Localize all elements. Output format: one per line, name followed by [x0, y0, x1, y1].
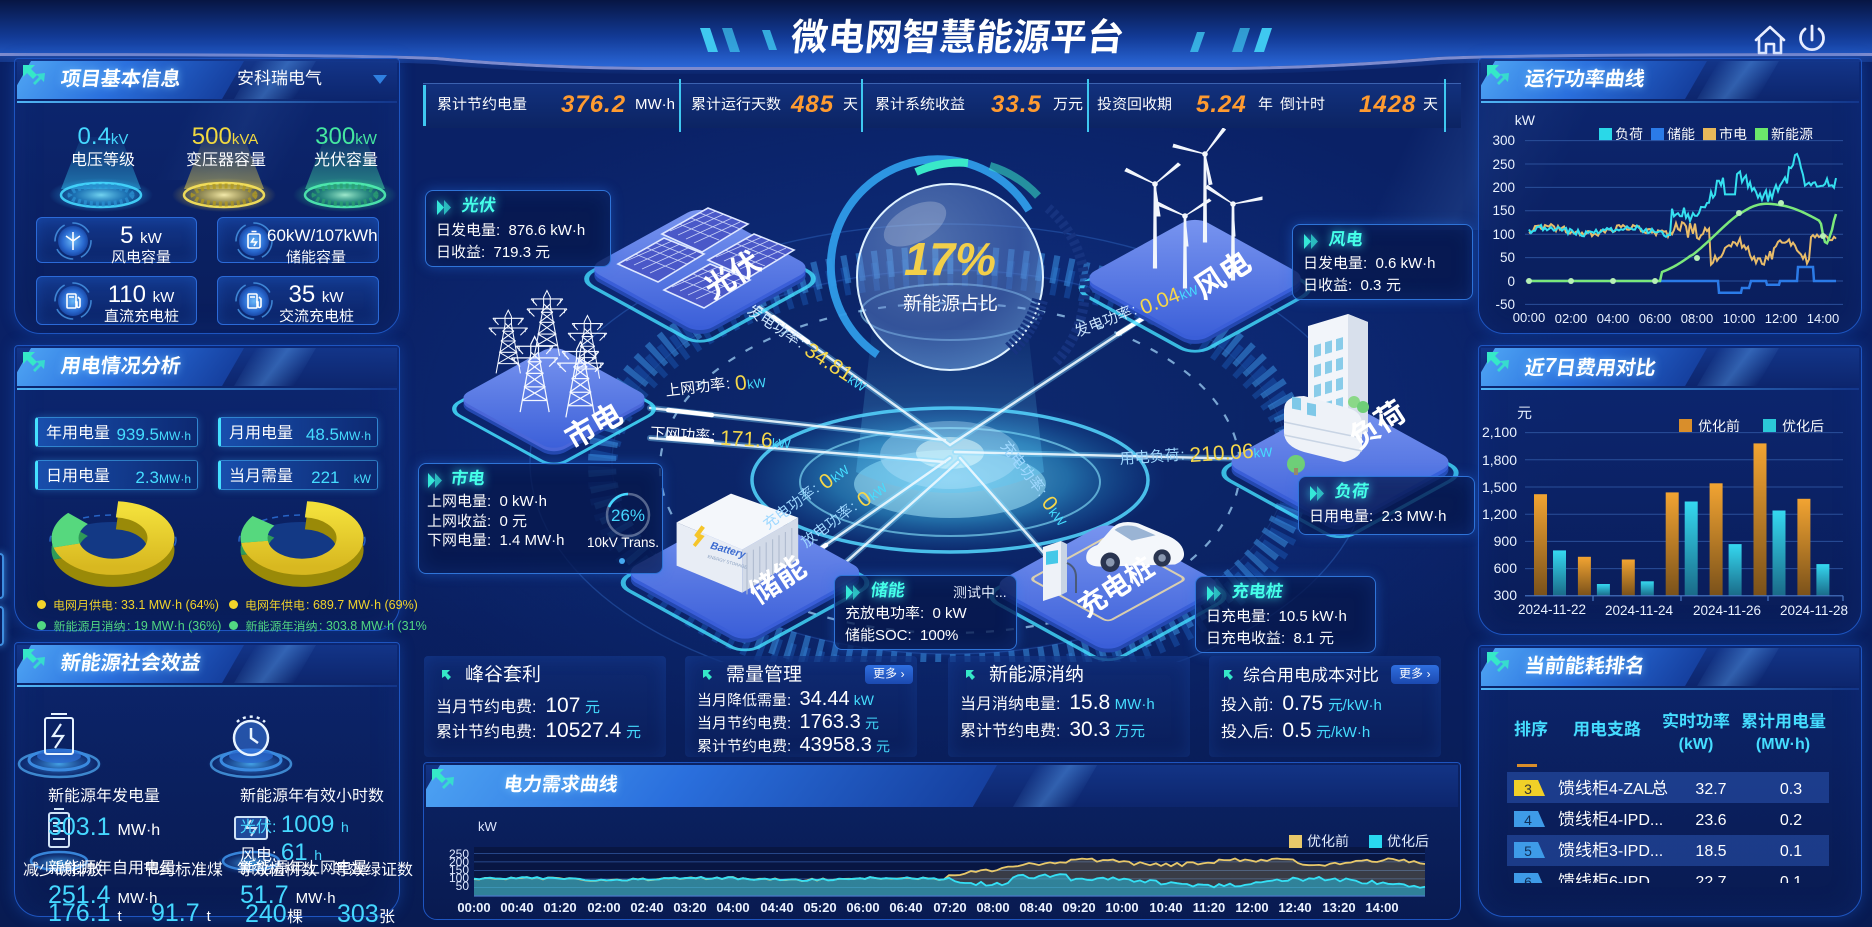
svg-text:06:40: 06:40: [889, 900, 922, 915]
svg-text:150: 150: [1492, 203, 1515, 218]
svg-text:04:00: 04:00: [716, 900, 749, 915]
svg-text:250: 250: [1492, 157, 1515, 172]
svg-text:250: 250: [449, 847, 469, 861]
svg-text:(MW·h): (MW·h): [1756, 736, 1810, 753]
svg-text:00:40: 00:40: [500, 900, 533, 915]
svg-text:4: 4: [1524, 812, 1532, 828]
svg-text:0: 0: [1507, 274, 1515, 289]
svg-text:2024-11-28: 2024-11-28: [1780, 603, 1848, 618]
svg-text:100: 100: [1492, 227, 1515, 242]
svg-text::: :: [725, 375, 731, 392]
svg-text:0: 0: [734, 371, 748, 395]
svg-text:05:20: 05:20: [803, 900, 836, 915]
svg-text:26%: 26%: [611, 506, 645, 525]
svg-text:50: 50: [1500, 250, 1515, 265]
svg-text:08:00: 08:00: [976, 900, 1009, 915]
svg-text:kW: kW: [1515, 112, 1536, 128]
svg-text:300: 300: [1494, 587, 1518, 603]
svg-text:18.5: 18.5: [1695, 843, 1726, 860]
svg-text:100: 100: [449, 871, 469, 885]
svg-text:4-ZAL: 4-ZAL: [1609, 781, 1653, 798]
svg-text:0.1: 0.1: [1780, 843, 1802, 860]
svg-text:600: 600: [1494, 560, 1518, 576]
svg-text:900: 900: [1494, 533, 1518, 549]
svg-text:2024-11-24: 2024-11-24: [1605, 603, 1674, 618]
svg-text:01:20: 01:20: [543, 900, 576, 915]
svg-text:1,500: 1,500: [1482, 479, 1517, 495]
svg-text:(kW): (kW): [1679, 736, 1714, 753]
svg-text:14:00: 14:00: [1365, 900, 1398, 915]
svg-text:02:40: 02:40: [630, 900, 663, 915]
svg-text:0.3: 0.3: [1780, 781, 1802, 798]
svg-text:171.6: 171.6: [719, 427, 773, 453]
svg-text:06:00: 06:00: [1639, 311, 1672, 326]
svg-text:210.06: 210.06: [1189, 440, 1255, 467]
svg-text:kW: kW: [772, 435, 792, 451]
svg-text:02:00: 02:00: [587, 900, 620, 915]
svg-text:6-IPD: 6-IPD: [1609, 874, 1650, 883]
svg-text:4-IPD...: 4-IPD...: [1609, 812, 1663, 829]
svg-text:12:00: 12:00: [1765, 311, 1798, 326]
svg-text:11:20: 11:20: [1193, 900, 1226, 915]
svg-text:2,100: 2,100: [1482, 424, 1517, 440]
svg-text:10:00: 10:00: [1105, 900, 1138, 915]
svg-text:300: 300: [1492, 133, 1515, 148]
svg-text:1,200: 1,200: [1482, 506, 1517, 522]
svg-text:22.7: 22.7: [1695, 874, 1726, 883]
svg-text:2024-11-26: 2024-11-26: [1693, 603, 1761, 618]
svg-text:14:00: 14:00: [1807, 311, 1840, 326]
svg-text:02:00: 02:00: [1555, 311, 1588, 326]
svg-text::: :: [1129, 302, 1139, 319]
svg-text:07:20: 07:20: [933, 900, 966, 915]
svg-text:150: 150: [449, 863, 469, 877]
svg-text:03:20: 03:20: [673, 900, 706, 915]
svg-text:08:00: 08:00: [1681, 311, 1714, 326]
svg-text:00:00: 00:00: [457, 900, 490, 915]
svg-text:10:40: 10:40: [1149, 900, 1182, 915]
svg-text:-50: -50: [1495, 297, 1515, 312]
svg-text:32.7: 32.7: [1695, 781, 1726, 798]
svg-text:0.1: 0.1: [1780, 874, 1802, 883]
svg-text:50: 50: [456, 879, 470, 893]
svg-text::: :: [711, 428, 716, 445]
svg-text:13:20: 13:20: [1322, 900, 1355, 915]
svg-text:12:00: 12:00: [1235, 900, 1268, 915]
svg-text:kW: kW: [746, 375, 767, 392]
svg-text:10:00: 10:00: [1723, 311, 1756, 326]
svg-text:04:40: 04:40: [760, 900, 793, 915]
svg-text:00:00: 00:00: [1513, 310, 1546, 325]
svg-text:06:00: 06:00: [846, 900, 879, 915]
svg-text:12:40: 12:40: [1278, 900, 1311, 915]
svg-text:04:00: 04:00: [1597, 311, 1630, 326]
svg-text:2024-11-22: 2024-11-22: [1518, 602, 1586, 617]
svg-text:kW: kW: [478, 819, 498, 834]
svg-text:0.2: 0.2: [1780, 812, 1802, 829]
svg-text:23.6: 23.6: [1695, 812, 1726, 829]
svg-text::: :: [1180, 446, 1185, 463]
svg-text:5: 5: [1524, 843, 1532, 859]
svg-text:3: 3: [1524, 781, 1532, 797]
svg-text:17%: 17%: [904, 233, 996, 285]
svg-text:08:40: 08:40: [1019, 900, 1052, 915]
svg-text:3-IPD...: 3-IPD...: [1609, 843, 1663, 860]
svg-text:kW: kW: [1177, 282, 1201, 303]
svg-text:200: 200: [1492, 180, 1515, 195]
svg-text:09:20: 09:20: [1062, 900, 1095, 915]
svg-text:kW: kW: [1253, 444, 1273, 460]
svg-text:200: 200: [449, 855, 469, 869]
svg-text:6: 6: [1524, 874, 1532, 883]
svg-text:1,800: 1,800: [1482, 452, 1517, 468]
